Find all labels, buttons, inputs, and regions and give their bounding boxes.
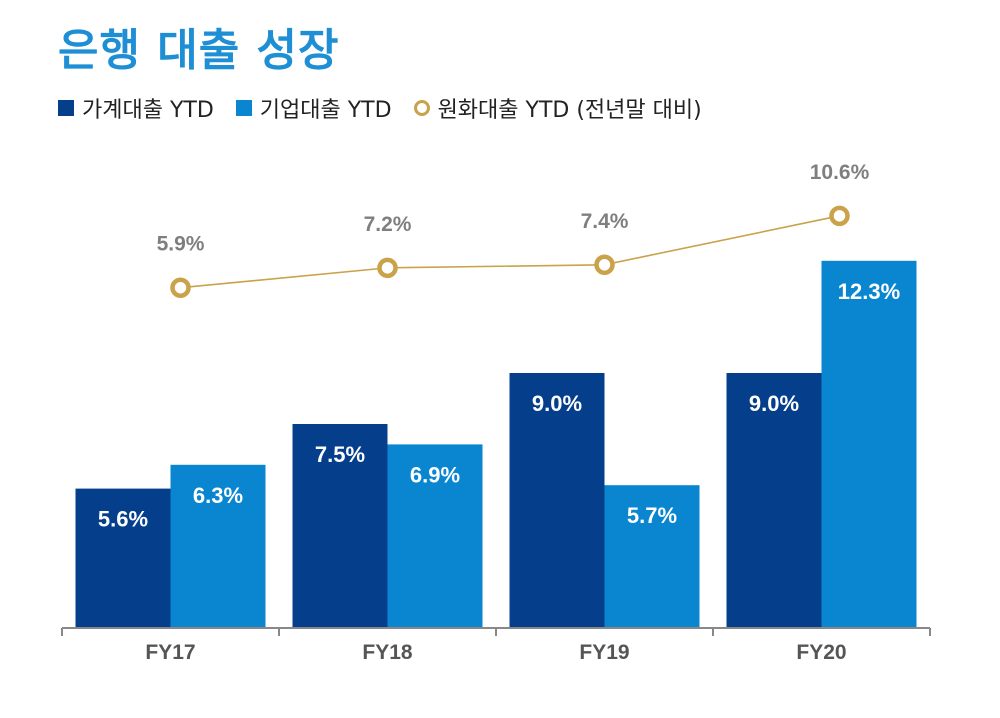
bar-label: 12.3% <box>838 279 900 304</box>
x-tick-label: FY18 <box>362 641 413 664</box>
line-point <box>170 277 191 298</box>
line-point <box>829 205 850 227</box>
legend-label: 원화대출 YTD (전년말 대비) <box>437 98 702 123</box>
line-label: 7.4% <box>581 210 629 233</box>
bar <box>821 260 917 628</box>
line-label: 7.2% <box>364 213 412 236</box>
bar-label: 9.0% <box>749 391 799 416</box>
bar <box>604 485 700 628</box>
line-point <box>377 257 398 279</box>
legend-item-krw: 원화대출 YTD (전년말 대비) <box>413 92 702 124</box>
line-series <box>180 215 840 289</box>
chart-title: 은행 대출 성장 <box>58 25 340 76</box>
bar <box>726 373 822 628</box>
legend-label: 가계대출 YTD <box>82 98 214 123</box>
legend-label: 기업대출 YTD <box>259 98 392 123</box>
legend-item-corporate: 기업대출 YTD <box>235 92 392 124</box>
legend-swatch <box>235 100 252 116</box>
x-tick-label: FY19 <box>579 641 629 664</box>
line-point <box>594 254 615 276</box>
line-label: 5.9% <box>157 233 205 256</box>
line-label: 10.6% <box>810 161 870 184</box>
bar <box>170 464 266 628</box>
bar <box>75 488 171 628</box>
bar-label: 5.6% <box>98 507 148 532</box>
legend: 가계대출 YTD 기업대출 YTD 원화대출 YTD (전년말 대비) <box>58 92 702 124</box>
x-tick-label: FY17 <box>145 641 195 664</box>
bar-label: 6.9% <box>410 462 460 487</box>
bar-label: 6.3% <box>193 483 243 508</box>
bar <box>292 424 388 628</box>
legend-item-household: 가계대출 YTD <box>58 92 214 124</box>
bar-label: 7.5% <box>315 442 365 467</box>
legend-marker <box>413 100 430 116</box>
bar-label: 9.0% <box>532 391 582 416</box>
bar <box>387 444 483 628</box>
bar <box>509 373 605 628</box>
bar-label: 5.7% <box>627 503 677 528</box>
x-tick-label: FY20 <box>796 641 846 664</box>
legend-swatch <box>58 100 74 116</box>
